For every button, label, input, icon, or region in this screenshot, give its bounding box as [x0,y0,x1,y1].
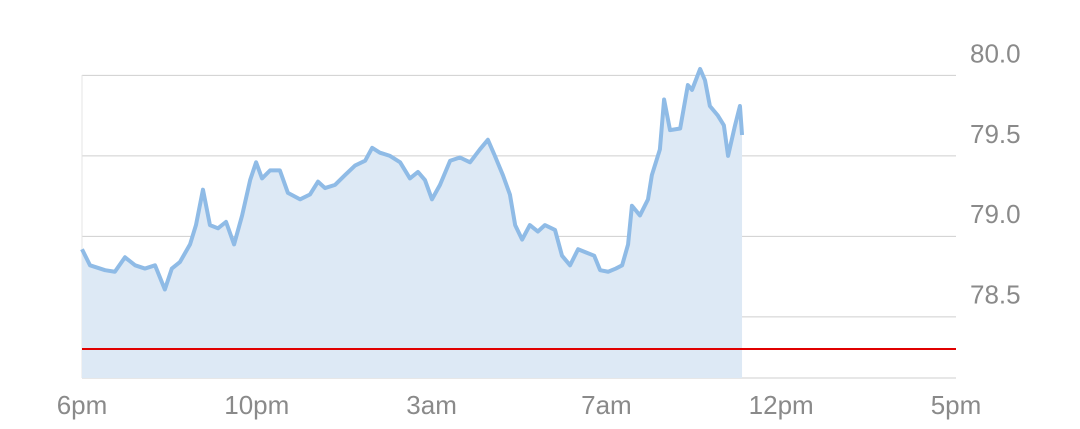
y-tick-label: 78.5 [970,280,1021,310]
area [82,68,743,378]
x-tick-label: 6pm [57,390,108,420]
price-line [80,66,745,292]
y-tick-label: 79.0 [970,199,1021,229]
x-tick-label: 12pm [749,390,814,420]
y-tick-label: 80.0 [970,38,1021,68]
x-tick-label: 3am [406,390,457,420]
y-tick-label: 79.5 [970,119,1021,149]
x-tick-label: 10pm [224,390,289,420]
x-tick-label: 7am [581,390,632,420]
x-tick-label: 5pm [931,390,982,420]
